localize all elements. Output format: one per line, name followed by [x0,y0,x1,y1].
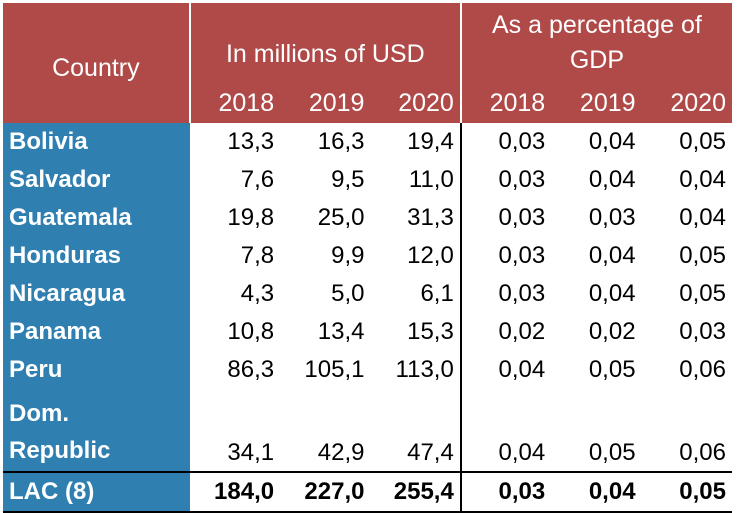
data-table: Country In millions of USD As a percenta… [3,3,732,513]
pct-2018-cell: 0,03 [498,166,546,193]
header-year-usd-2020: 2020 [370,83,461,123]
usd-2019-cell: 9,5 [331,166,365,193]
pct-2018-cell: 0,04 [498,439,546,466]
pct-2019-cell: 0,04 [588,242,636,269]
table-row: Panama 10,8 13,4 15,3 0,02 0,02 0,03 [3,313,732,351]
pct-2020-cell: 0,05 [679,242,726,269]
header-group-percentage: As a percentage of GDP [459,3,732,83]
country-cell: Honduras [3,237,190,275]
usd-2019-cell: 5,0 [331,280,365,307]
table-row: Salvador 7,6 9,5 11,0 0,03 0,04 0,04 [3,161,732,199]
country-cell: Dom. Republic [3,389,190,472]
usd-2020-cell: 11,0 [370,161,462,199]
total-usd-2019-cell: 227,0 [280,471,371,513]
usd-2018-cell: 34,1 [227,439,275,466]
usd-2018-cell: 7,6 [240,166,275,193]
pct-2018-cell: 0,04 [498,356,546,383]
pct-2019-cell: 0,03 [588,204,636,231]
header-year-pct-2020: 2020 [641,83,732,123]
header-year-pct-2018: 2018 [459,83,552,123]
pct-2019-cell: 0,04 [588,128,636,155]
pct-2020-cell: 0,04 [679,166,726,193]
total-pct-2020-cell: 0,05 [641,471,732,513]
pct-2019-cell: 0,05 [588,439,636,466]
pct-2020-cell: 0,03 [679,318,726,345]
table-row: Bolivia 13,3 16,3 19,4 0,03 0,04 0,05 [3,123,732,161]
total-pct-2019-cell: 0,04 [551,471,642,513]
header-group-millions: In millions of USD [188,3,461,83]
usd-2018-cell: 10,8 [227,318,275,345]
usd-2018-cell: 13,3 [227,128,275,155]
usd-2019-cell: 25,0 [317,204,365,231]
usd-2020-cell: 15,3 [370,313,462,351]
usd-2020-cell: 31,3 [370,199,462,237]
country-cell: Guatemala [3,199,190,237]
header-country: Country [3,3,190,123]
total-usd-2018-cell: 184,0 [189,471,281,513]
pct-2019-cell: 0,04 [588,280,636,307]
usd-2019-cell: 13,4 [317,318,365,345]
table-row: Guatemala 19,8 25,0 31,3 0,03 0,03 0,04 [3,199,732,237]
pct-2018-cell: 0,03 [498,280,546,307]
country-cell: Salvador [3,161,190,199]
table-row: Nicaragua 4,3 5,0 6,1 0,03 0,04 0,05 [3,275,732,313]
pct-2018-cell: 0,02 [498,318,546,345]
table-row: Dom. Republic 34,1 42,9 47,4 0,04 0,05 0,… [3,389,732,472]
usd-2020-cell: 6,1 [370,275,462,313]
total-pct-2018-cell: 0,03 [460,471,552,513]
usd-2019-cell: 105,1 [304,356,365,383]
country-cell: Nicaragua [3,275,190,313]
pct-2020-cell: 0,05 [679,280,726,307]
usd-2018-cell: 4,3 [240,280,275,307]
country-line-2: Republic [9,437,111,464]
country-cell: Peru [3,351,190,389]
header-year-usd-2018: 2018 [188,83,281,123]
usd-2020-cell: 113,0 [370,351,462,389]
pct-2019-cell: 0,05 [588,356,636,383]
pct-2018-cell: 0,03 [498,128,546,155]
table-row: Honduras 7,8 9,9 12,0 0,03 0,04 0,05 [3,237,732,275]
usd-2019-cell: 9,9 [331,242,365,269]
pct-2019-cell: 0,02 [588,318,636,345]
usd-2018-cell: 86,3 [227,356,275,383]
header-year-pct-2019: 2019 [551,83,642,123]
usd-2018-cell: 7,8 [240,242,275,269]
usd-2019-cell: 42,9 [317,439,365,466]
usd-2018-cell: 19,8 [227,204,275,231]
pct-2019-cell: 0,04 [588,166,636,193]
pct-2018-cell: 0,03 [498,242,546,269]
pct-2020-cell: 0,04 [679,204,726,231]
header-year-usd-2019: 2019 [280,83,371,123]
usd-2020-cell: 47,4 [370,389,462,472]
total-label-cell: LAC (8) [3,471,190,513]
pct-2020-cell: 0,06 [679,356,726,383]
pct-2020-cell: 0,06 [679,439,726,466]
table-row: Peru 86,3 105,1 113,0 0,04 0,05 0,06 [3,351,732,389]
usd-2020-cell: 12,0 [370,237,462,275]
total-row: LAC (8) 184,0 227,0 255,4 0,03 0,04 0,05 [3,471,732,513]
country-cell: Bolivia [3,123,190,161]
country-line-1: Dom. [9,400,69,427]
country-cell: Panama [3,313,190,351]
pct-2018-cell: 0,03 [498,204,546,231]
pct-2020-cell: 0,05 [679,128,726,155]
total-usd-2020-cell: 255,4 [370,471,462,513]
usd-2020-cell: 19,4 [370,123,462,161]
usd-2019-cell: 16,3 [317,128,365,155]
